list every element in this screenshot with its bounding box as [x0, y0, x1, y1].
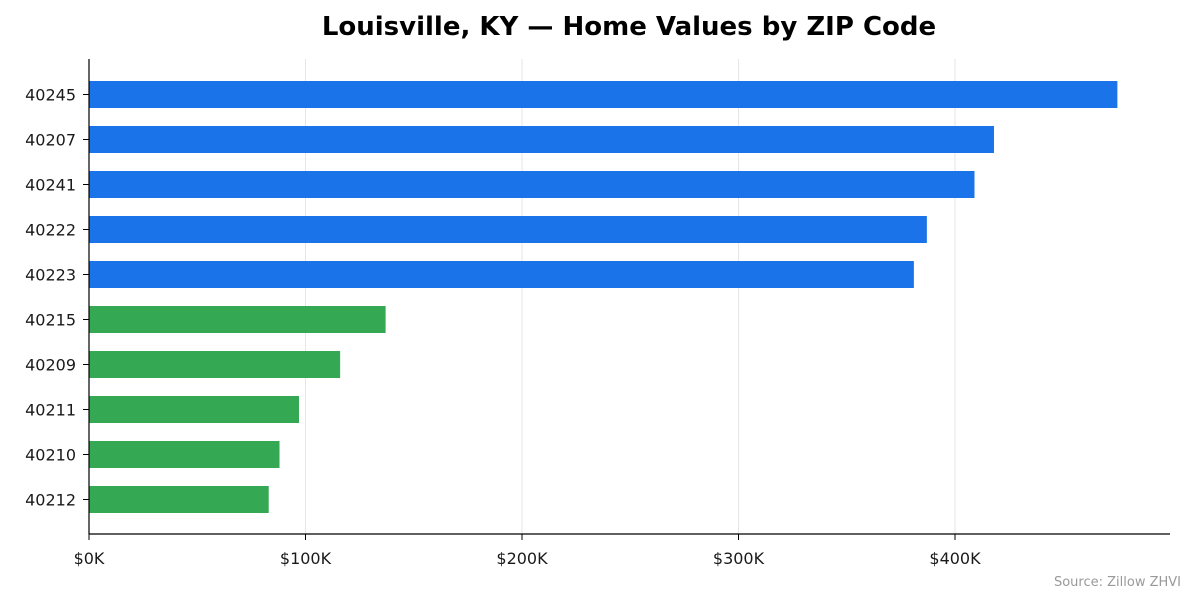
- y-tick-label: 40222: [25, 221, 76, 240]
- bars: [89, 81, 1118, 513]
- bar-40211: [89, 396, 300, 423]
- y-tick-label: 40209: [25, 356, 76, 375]
- y-tick-label: 40207: [25, 131, 76, 150]
- y-tick-label: 40210: [25, 446, 76, 465]
- bar-40209: [89, 351, 341, 378]
- bar-40222: [89, 216, 927, 243]
- bar-40215: [89, 306, 386, 333]
- bar-40212: [89, 486, 269, 513]
- y-axis-ticks: 40245 40207 40241 40222 40223 40215 40209 40211…: [25, 86, 89, 510]
- bar-40207: [89, 126, 994, 153]
- y-tick-label: 40245: [25, 86, 76, 105]
- x-tick-label: $100K: [280, 549, 332, 568]
- y-tick-label: 40211: [25, 401, 76, 420]
- y-tick-label: 40212: [25, 491, 76, 510]
- bar-40241: [89, 171, 975, 198]
- bar-40245: [89, 81, 1118, 108]
- x-tick-label: $0K: [74, 549, 105, 568]
- x-tick-label: $200K: [496, 549, 548, 568]
- bar-40223: [89, 261, 914, 288]
- y-tick-label: 40215: [25, 311, 76, 330]
- x-tick-label: $400K: [929, 549, 981, 568]
- chart-title: Louisville, KY — Home Values by ZIP Code: [322, 12, 936, 42]
- bar-40210: [89, 441, 280, 468]
- y-tick-label: 40223: [25, 266, 76, 285]
- source-note: Source: Zillow ZHVI: [1054, 575, 1181, 590]
- y-tick-label: 40241: [25, 176, 76, 195]
- x-axis-ticks: $0K $100K $200K $300K $400K: [74, 534, 981, 568]
- x-tick-label: $300K: [713, 549, 765, 568]
